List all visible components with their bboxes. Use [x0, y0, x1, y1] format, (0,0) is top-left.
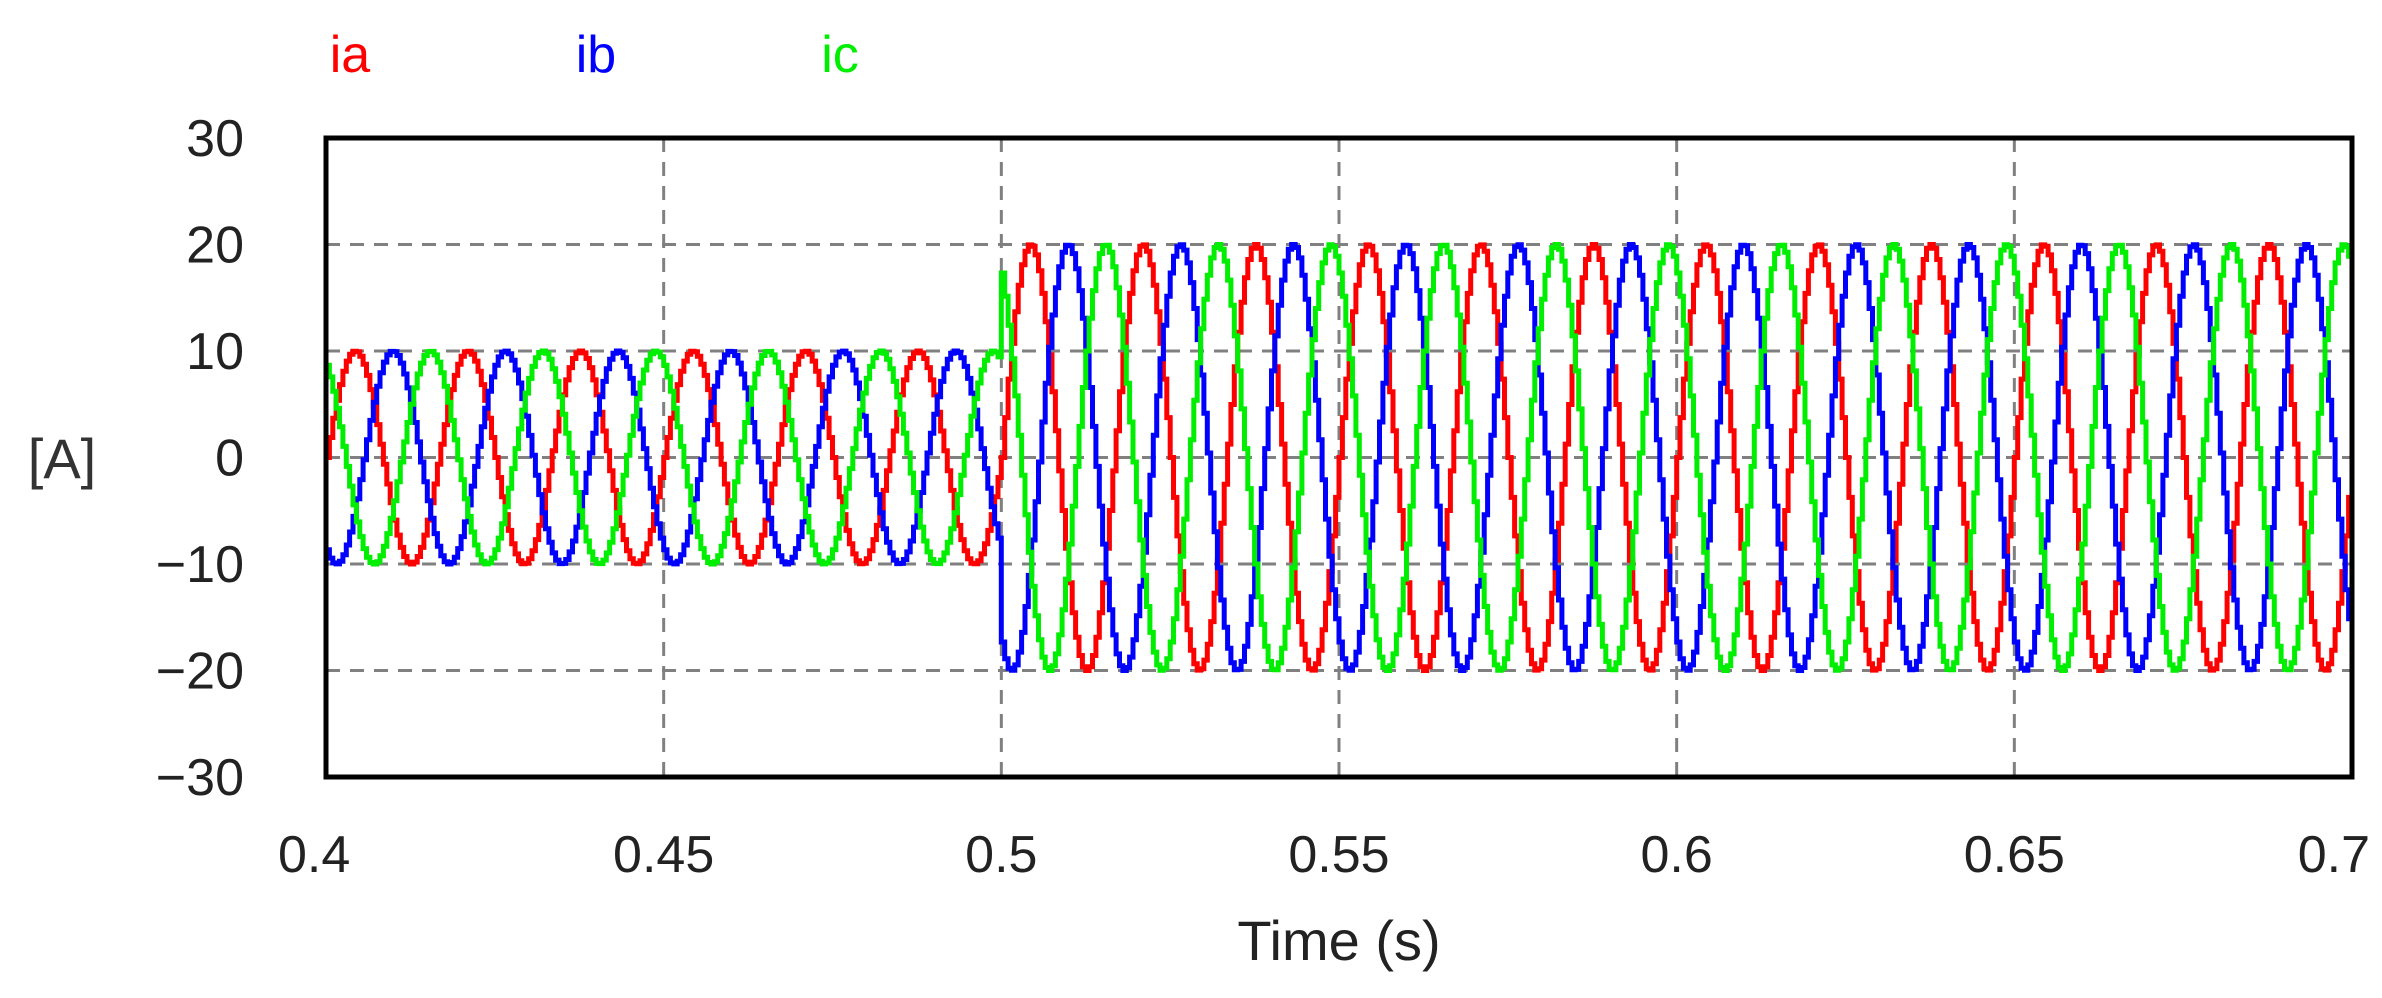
- series-line-ic: [326, 242, 2352, 673]
- series-line-ib: [326, 242, 2352, 673]
- x-tick-label-1: 0.45: [613, 826, 714, 884]
- series-line-ia: [326, 242, 2352, 673]
- x-tick-label-6: 0.7: [2298, 826, 2370, 884]
- y-tick-label-4: −10: [156, 536, 244, 594]
- legend: ia ib ic: [330, 26, 859, 84]
- legend-item-ia: ia: [330, 26, 371, 84]
- x-tick-label-0: 0.4: [278, 826, 350, 884]
- y-tick-label-2: 10: [186, 323, 244, 381]
- y-tick-label-6: −30: [156, 749, 244, 807]
- y-tick-label-1: 20: [186, 217, 244, 275]
- x-tick-label-5: 0.65: [1964, 826, 2065, 884]
- x-tick-labels: 0.4 0.45 0.5 0.55 0.6 0.65 0.7: [278, 826, 2370, 884]
- x-tick-label-3: 0.55: [1288, 826, 1389, 884]
- y-tick-label-5: −20: [156, 643, 244, 701]
- legend-item-ib: ib: [576, 26, 616, 84]
- legend-item-ic: ic: [821, 26, 859, 84]
- plot-frame: [323, 135, 2355, 780]
- y-tick-labels: 30 20 10 0 −10 −20 −30: [156, 110, 244, 807]
- y-tick-label-3: 0: [215, 430, 244, 488]
- x-tick-label-2: 0.5: [965, 826, 1037, 884]
- series-layer: [326, 242, 2352, 673]
- x-tick-label-4: 0.6: [1641, 826, 1713, 884]
- x-axis-label: Time (s): [1237, 909, 1440, 972]
- y-tick-label-0: 30: [186, 110, 244, 168]
- y-axis-label: [A]: [28, 427, 96, 490]
